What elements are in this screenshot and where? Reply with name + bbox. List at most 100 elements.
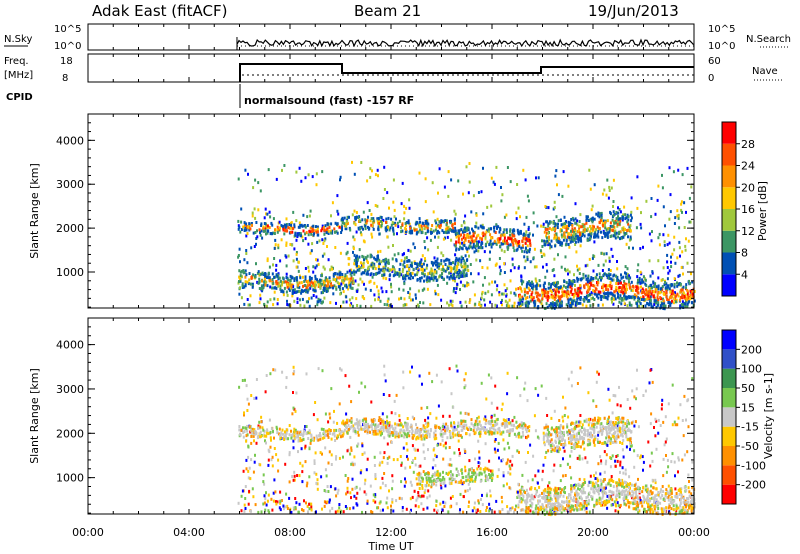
cell bbox=[550, 283, 553, 287]
cell bbox=[434, 260, 437, 263]
cell bbox=[460, 304, 463, 308]
cell bbox=[507, 304, 510, 308]
cell bbox=[432, 458, 435, 462]
cell bbox=[484, 291, 487, 295]
cell bbox=[442, 444, 445, 448]
cell bbox=[328, 412, 331, 416]
cell bbox=[407, 248, 410, 252]
cell bbox=[567, 282, 570, 286]
cell bbox=[282, 225, 285, 228]
cell bbox=[430, 277, 433, 281]
cell bbox=[481, 266, 484, 269]
cell bbox=[622, 438, 625, 442]
cell bbox=[677, 456, 680, 460]
cell bbox=[532, 454, 535, 458]
cell bbox=[630, 303, 633, 307]
cell bbox=[612, 200, 615, 203]
cell bbox=[453, 209, 456, 213]
cell bbox=[599, 488, 602, 492]
cell bbox=[477, 245, 480, 249]
cell bbox=[451, 224, 454, 228]
cell bbox=[554, 222, 557, 226]
cell bbox=[385, 277, 388, 281]
cell bbox=[493, 413, 496, 417]
cell bbox=[498, 257, 501, 260]
cell bbox=[312, 224, 315, 228]
cell bbox=[425, 266, 428, 270]
cell bbox=[599, 290, 602, 294]
cell bbox=[670, 265, 673, 269]
cell bbox=[607, 288, 610, 292]
cell bbox=[317, 297, 320, 301]
cell bbox=[569, 454, 572, 458]
cell bbox=[546, 269, 549, 273]
cell bbox=[415, 296, 417, 300]
cell bbox=[454, 226, 457, 230]
cell bbox=[495, 242, 498, 246]
cell bbox=[491, 280, 494, 284]
cell bbox=[349, 283, 352, 287]
cell bbox=[484, 415, 487, 419]
cell bbox=[352, 506, 355, 510]
cell bbox=[619, 470, 621, 474]
cell bbox=[555, 235, 557, 239]
cell bbox=[351, 477, 354, 481]
cell bbox=[457, 258, 459, 262]
cell bbox=[308, 430, 311, 434]
cell bbox=[262, 285, 265, 289]
cell bbox=[381, 476, 384, 480]
cell bbox=[335, 457, 337, 461]
cell bbox=[538, 293, 541, 297]
cell bbox=[636, 302, 638, 306]
cell bbox=[623, 294, 626, 298]
cell bbox=[376, 217, 379, 221]
cell bbox=[502, 471, 505, 475]
cell bbox=[573, 227, 576, 231]
cell bbox=[460, 233, 463, 237]
cell bbox=[264, 274, 267, 278]
cell bbox=[315, 264, 318, 268]
cell bbox=[659, 290, 662, 294]
cell bbox=[296, 290, 298, 294]
cell bbox=[383, 188, 386, 191]
cell bbox=[511, 463, 514, 467]
cell bbox=[511, 454, 514, 458]
cell bbox=[352, 277, 355, 281]
cell bbox=[256, 235, 259, 239]
cell bbox=[583, 286, 586, 290]
cell bbox=[622, 298, 625, 302]
cell bbox=[625, 297, 628, 301]
cell bbox=[432, 448, 435, 452]
cell bbox=[615, 217, 618, 221]
cell bbox=[524, 178, 527, 182]
cell bbox=[580, 291, 583, 295]
cell bbox=[557, 290, 560, 294]
cell bbox=[548, 481, 551, 485]
cell bbox=[620, 288, 623, 292]
cell bbox=[345, 275, 348, 279]
cell bbox=[578, 454, 581, 458]
cell bbox=[663, 240, 666, 244]
cell bbox=[444, 501, 447, 505]
cell bbox=[608, 274, 610, 278]
cell bbox=[321, 507, 323, 511]
cell bbox=[314, 277, 317, 281]
cell bbox=[383, 270, 386, 274]
cell bbox=[420, 268, 423, 272]
cell bbox=[350, 268, 353, 272]
cell bbox=[564, 236, 567, 239]
cell bbox=[333, 409, 335, 413]
cell bbox=[488, 509, 491, 513]
noise-trace bbox=[236, 37, 694, 50]
cell bbox=[323, 296, 326, 300]
cell bbox=[564, 222, 567, 225]
cell bbox=[661, 403, 663, 407]
cell bbox=[276, 274, 279, 278]
cell bbox=[424, 231, 427, 235]
cell bbox=[260, 434, 263, 438]
cell bbox=[426, 496, 429, 500]
cell bbox=[340, 282, 343, 286]
cell bbox=[308, 297, 310, 301]
cell bbox=[416, 231, 419, 235]
cell bbox=[279, 501, 282, 505]
